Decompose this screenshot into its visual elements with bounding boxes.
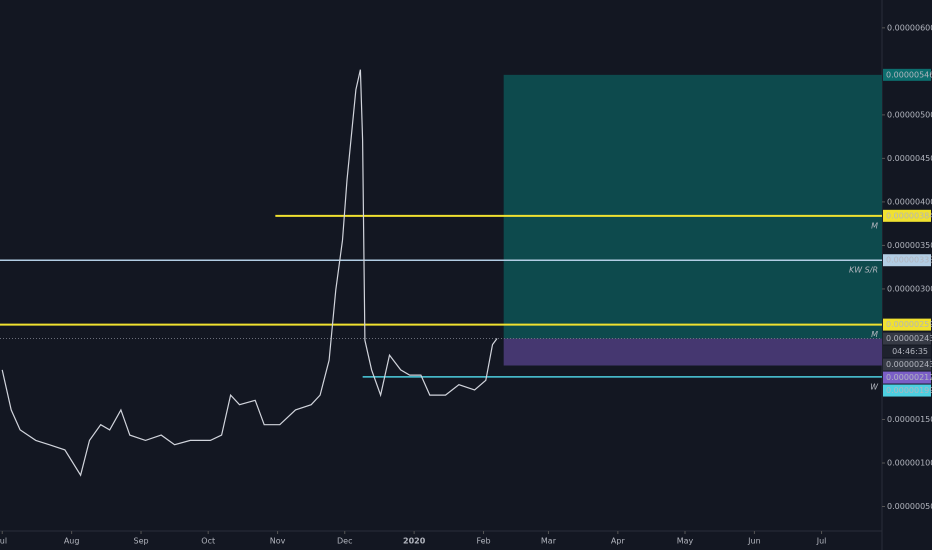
y-tick-label: 0.00000050 bbox=[887, 502, 932, 511]
x-tick-label: 2020 bbox=[403, 537, 426, 546]
y-tick-label: 0.00000150 bbox=[887, 415, 932, 424]
price-label-bg bbox=[883, 209, 931, 222]
price-label-bg bbox=[883, 68, 931, 81]
price-label-bg bbox=[883, 318, 931, 331]
price-label: 0.00000212 bbox=[886, 373, 932, 382]
y-tick-label: 0.00000450 bbox=[887, 154, 932, 163]
price-label-bg bbox=[883, 371, 931, 384]
price-label-bg bbox=[883, 332, 931, 345]
y-tick-label: 0.00000500 bbox=[887, 110, 932, 119]
price-label-bg bbox=[883, 358, 931, 371]
x-tick-label: Jun bbox=[747, 537, 761, 546]
y-tick-label: 0.00000350 bbox=[887, 241, 932, 250]
price-label: 0.00000259 bbox=[886, 320, 932, 329]
x-tick-label: Jul bbox=[0, 537, 7, 546]
price-label-bg bbox=[883, 384, 931, 397]
x-tick-label: Nov bbox=[270, 537, 286, 546]
countdown-bg bbox=[883, 345, 931, 358]
price-label-bg bbox=[883, 254, 931, 267]
x-tick-label: Sep bbox=[133, 537, 148, 546]
countdown: 04:46:35 bbox=[892, 347, 928, 356]
y-tick-label: 0.00000100 bbox=[887, 458, 932, 467]
x-tick-label: Jul bbox=[816, 537, 827, 546]
price-label: 0.00000384 bbox=[886, 211, 932, 220]
y-tick-label: 0.00000600 bbox=[887, 23, 932, 32]
price-label: 0.00000333 bbox=[886, 256, 932, 265]
x-tick-label: Oct bbox=[201, 537, 215, 546]
level-tag: M bbox=[871, 221, 878, 230]
x-tick-label: Apr bbox=[611, 537, 626, 546]
price-line bbox=[1, 69, 498, 477]
x-tick-label: May bbox=[677, 537, 694, 546]
price-label: 0.00000199 bbox=[886, 386, 932, 395]
x-tick-label: Mar bbox=[541, 537, 557, 546]
x-tick-label: Aug bbox=[64, 537, 80, 546]
level-tag: KW S/R bbox=[849, 266, 878, 275]
level-tag: M bbox=[871, 330, 878, 339]
stop-zone bbox=[503, 338, 882, 366]
x-tick-label: Feb bbox=[476, 537, 490, 546]
y-tick-label: 0.00000300 bbox=[887, 284, 932, 293]
target-zone bbox=[503, 74, 882, 339]
price-label: 0.00000243 bbox=[886, 360, 932, 369]
x-tick-label: Dec bbox=[337, 537, 352, 546]
price-label: 0.00000546 bbox=[886, 70, 932, 79]
y-tick-label: 0.00000400 bbox=[887, 197, 932, 206]
level-tag: W bbox=[870, 382, 879, 391]
price-label: 0.00000243 bbox=[886, 334, 932, 343]
